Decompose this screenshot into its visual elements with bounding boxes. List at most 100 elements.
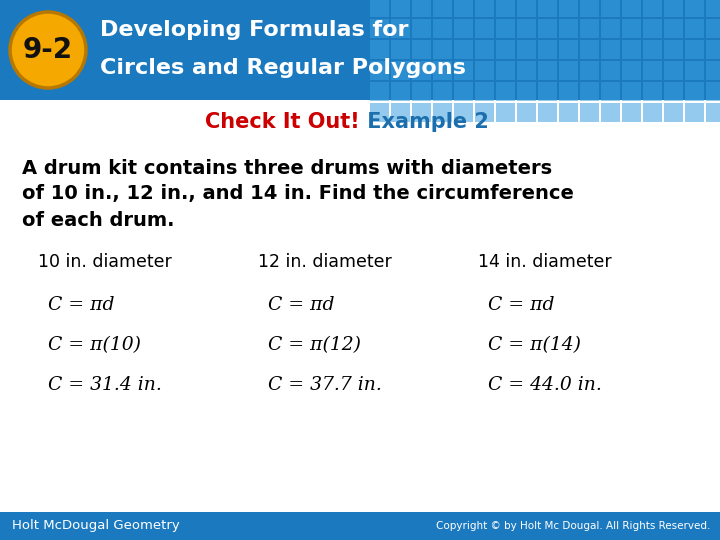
Bar <box>706 61 720 80</box>
Bar <box>412 40 431 59</box>
Bar <box>601 40 620 59</box>
Bar <box>0 512 720 540</box>
Bar <box>706 0 720 17</box>
Bar <box>685 82 704 101</box>
Text: 9-2: 9-2 <box>23 36 73 64</box>
Bar <box>370 61 389 80</box>
Bar <box>538 103 557 122</box>
Bar <box>391 0 410 17</box>
Bar <box>391 19 410 38</box>
Bar <box>601 19 620 38</box>
Bar <box>370 0 389 17</box>
Text: C = πd: C = πd <box>488 296 554 314</box>
Bar <box>433 103 452 122</box>
Bar <box>433 82 452 101</box>
Bar <box>454 61 473 80</box>
Bar <box>454 19 473 38</box>
Bar <box>538 61 557 80</box>
Bar <box>622 0 641 17</box>
Bar <box>370 40 389 59</box>
Bar <box>685 61 704 80</box>
Text: C = 31.4 in.: C = 31.4 in. <box>48 376 162 394</box>
Bar <box>601 103 620 122</box>
Bar <box>706 19 720 38</box>
Bar <box>622 40 641 59</box>
Bar <box>664 19 683 38</box>
Text: Developing Formulas for: Developing Formulas for <box>100 20 408 40</box>
Text: of 10 in., 12 in., and 14 in. Find the circumference: of 10 in., 12 in., and 14 in. Find the c… <box>22 185 574 204</box>
Bar <box>391 40 410 59</box>
Bar <box>517 61 536 80</box>
Text: C = π(10): C = π(10) <box>48 336 141 354</box>
Text: C = πd: C = πd <box>268 296 335 314</box>
Text: of each drum.: of each drum. <box>22 211 174 229</box>
Bar <box>664 0 683 17</box>
Bar <box>559 103 578 122</box>
Bar <box>643 0 662 17</box>
Bar <box>706 40 720 59</box>
Bar <box>538 82 557 101</box>
Bar <box>412 0 431 17</box>
Bar <box>433 61 452 80</box>
Bar <box>454 40 473 59</box>
Bar <box>580 19 599 38</box>
Bar <box>370 103 389 122</box>
Bar <box>643 40 662 59</box>
Bar <box>433 40 452 59</box>
Bar <box>370 19 389 38</box>
Bar <box>412 103 431 122</box>
Bar <box>559 19 578 38</box>
Text: 12 in. diameter: 12 in. diameter <box>258 253 392 271</box>
Bar <box>517 0 536 17</box>
Bar <box>391 103 410 122</box>
Bar <box>412 82 431 101</box>
Bar <box>685 40 704 59</box>
Text: Copyright © by Holt Mc Dougal. All Rights Reserved.: Copyright © by Holt Mc Dougal. All Right… <box>436 521 710 531</box>
Bar <box>580 40 599 59</box>
Bar <box>538 0 557 17</box>
Bar <box>454 0 473 17</box>
Bar <box>517 103 536 122</box>
Text: C = πd: C = πd <box>48 296 114 314</box>
Text: C = 37.7 in.: C = 37.7 in. <box>268 376 382 394</box>
Bar <box>622 103 641 122</box>
Bar <box>664 82 683 101</box>
Bar <box>559 82 578 101</box>
Bar <box>475 82 494 101</box>
Bar <box>601 61 620 80</box>
Bar <box>433 0 452 17</box>
Bar <box>685 19 704 38</box>
Bar <box>475 61 494 80</box>
Bar <box>496 103 515 122</box>
Ellipse shape <box>10 12 86 88</box>
Bar <box>517 82 536 101</box>
Bar <box>412 19 431 38</box>
Bar <box>580 82 599 101</box>
Bar <box>685 103 704 122</box>
Text: Circles and Regular Polygons: Circles and Regular Polygons <box>100 58 466 78</box>
Bar <box>412 61 431 80</box>
Bar <box>517 19 536 38</box>
Bar <box>559 61 578 80</box>
Bar <box>538 40 557 59</box>
Text: Holt McDougal Geometry: Holt McDougal Geometry <box>12 519 180 532</box>
Text: C = π(12): C = π(12) <box>268 336 361 354</box>
Bar <box>0 0 720 100</box>
Bar <box>706 103 720 122</box>
Bar <box>706 82 720 101</box>
Bar <box>664 61 683 80</box>
Bar <box>475 40 494 59</box>
Bar <box>664 40 683 59</box>
Bar <box>643 103 662 122</box>
Bar <box>496 40 515 59</box>
Bar <box>643 82 662 101</box>
Bar <box>664 103 683 122</box>
Bar <box>496 19 515 38</box>
Bar <box>622 19 641 38</box>
Bar <box>391 61 410 80</box>
Bar <box>496 82 515 101</box>
Bar <box>454 82 473 101</box>
Bar <box>370 82 389 101</box>
Bar <box>454 103 473 122</box>
Text: C = π(14): C = π(14) <box>488 336 581 354</box>
